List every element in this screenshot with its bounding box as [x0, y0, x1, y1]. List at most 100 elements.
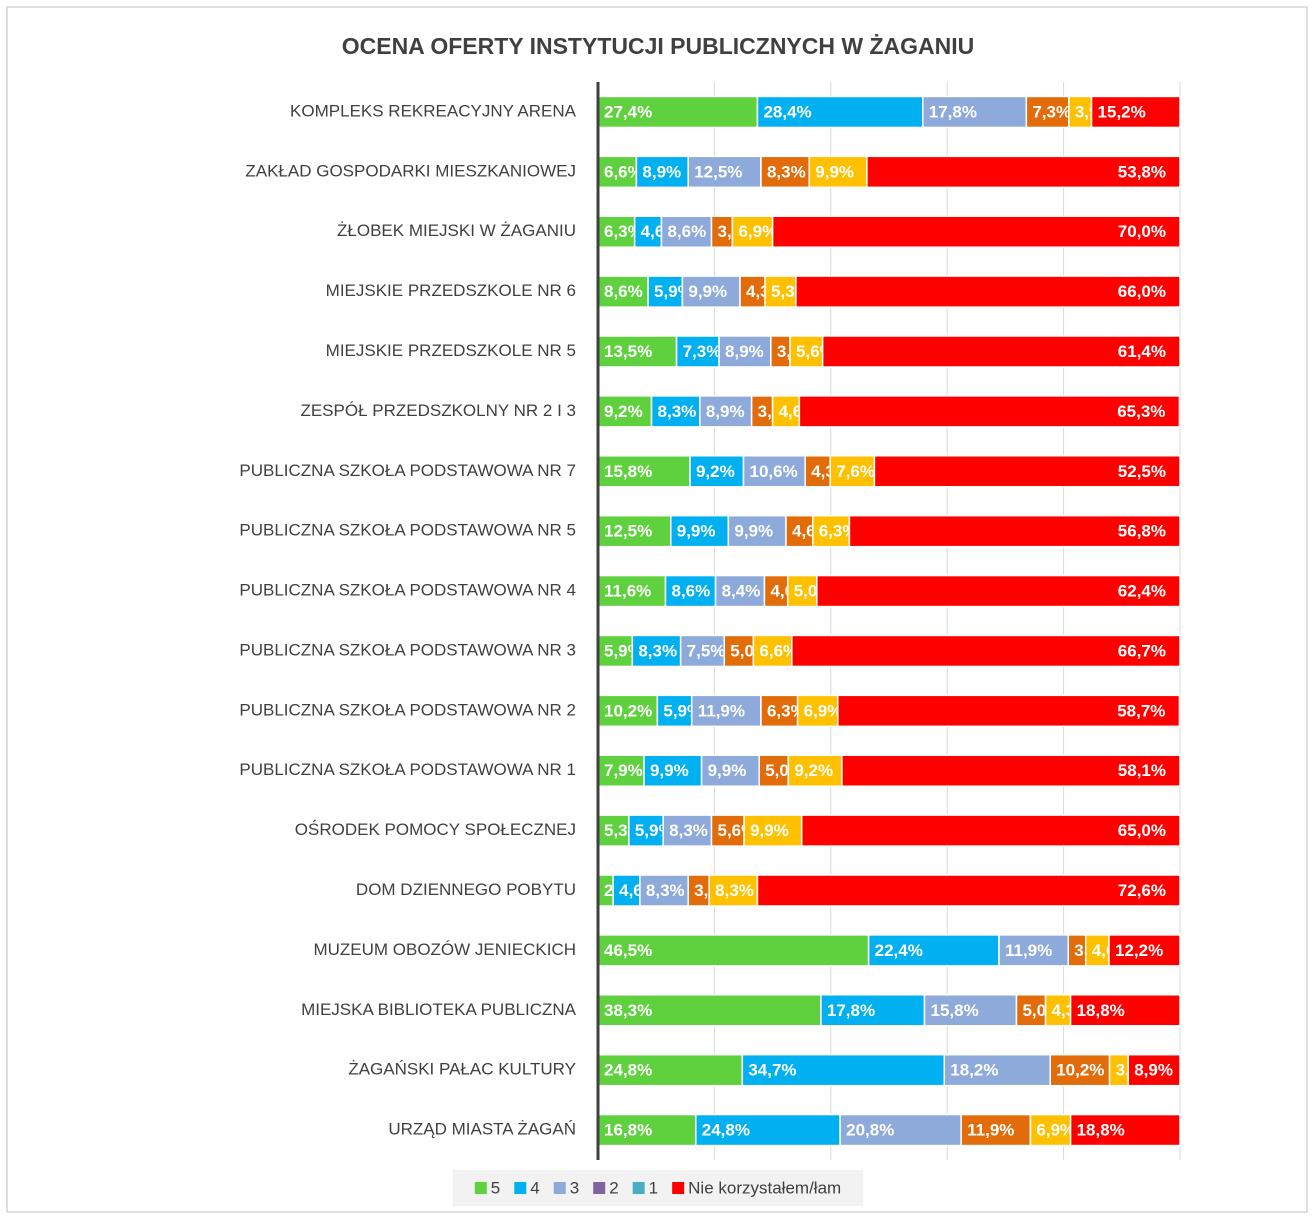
data-label: 3,6% [758, 402, 797, 421]
bar-segment [597, 335, 678, 368]
bar-segment [727, 514, 787, 548]
data-label: 9,9% [815, 162, 854, 181]
data-label: 4,6% [641, 222, 680, 241]
data-label: 61,4% [1118, 342, 1166, 361]
data-label: 4,6% [619, 881, 658, 900]
data-label: 8,9% [1134, 1061, 1173, 1080]
data-label: 3,6% [717, 222, 756, 241]
bar-segment [597, 574, 667, 608]
data-label: 4,6% [792, 522, 831, 541]
legend-swatch [632, 1182, 645, 1194]
data-label: 6,9% [804, 701, 843, 720]
data-label: 5,6% [717, 821, 756, 840]
chart-title: OCENA OFERTY INSTYTUCJI PUBLICZNYCH W ŻA… [342, 33, 975, 59]
data-label: 58,7% [1117, 701, 1165, 720]
y-tick-label: PUBLICZNA SZKOŁA PODSTAWOWA NR 5 [239, 521, 576, 540]
y-tick-label: KOMPLEKS REKREACYJNY ARENA [290, 101, 577, 120]
data-label: 8,6% [672, 582, 711, 601]
bar-segment [756, 874, 1181, 907]
data-label: 5,9% [604, 641, 643, 660]
bar-segment [866, 155, 1181, 189]
data-label: 8,9% [725, 342, 764, 361]
data-label: 53,8% [1118, 162, 1166, 181]
data-label: 8,3% [658, 402, 697, 421]
data-label: 13,5% [604, 342, 652, 361]
bar-segment [1069, 1113, 1181, 1147]
bar-segment [1127, 1053, 1181, 1087]
y-tick-label: ŻAGAŃSKI PAŁAC KULTURY [348, 1060, 576, 1079]
data-label: 3,6% [694, 881, 733, 900]
data-label: 5,9% [635, 821, 674, 840]
bar-segment [960, 1113, 1032, 1147]
bar-segment [714, 574, 766, 608]
data-label: 9,9% [734, 522, 773, 541]
y-tick-label: DOM DZIENNEGO POBYTU [356, 880, 576, 899]
bar-segment [808, 155, 868, 189]
bar-segment [597, 155, 638, 189]
legend-swatch [672, 1182, 685, 1194]
data-label: 3,2% [1116, 1061, 1155, 1080]
bar-segment [660, 215, 713, 248]
legend-label: 1 [649, 1178, 658, 1197]
data-label: 5,6% [796, 342, 835, 361]
bar-segment [771, 215, 1181, 248]
data-label: 65,0% [1118, 821, 1166, 840]
data-label: 18,8% [1077, 1121, 1125, 1140]
bar-segment [1069, 994, 1181, 1027]
data-label: 5,9% [663, 701, 702, 720]
data-label: 10,2% [1056, 1061, 1104, 1080]
bar-segment [787, 754, 843, 787]
data-label: 12,5% [694, 162, 742, 181]
data-label: 7,3% [1032, 102, 1071, 121]
data-label: 6,3% [604, 222, 643, 241]
bar-segment [848, 514, 1181, 548]
bar-segment [743, 814, 803, 847]
data-label: 66,0% [1118, 282, 1166, 301]
bar-segment [812, 514, 851, 548]
data-label: 10,2% [604, 701, 652, 720]
data-label: 9,9% [708, 761, 747, 780]
bar-segment [867, 934, 1000, 967]
data-label: 9,2% [696, 462, 735, 481]
legend-label: 3 [570, 1178, 579, 1197]
bar-segment [681, 275, 741, 308]
data-label: 52,5% [1118, 462, 1166, 481]
bar-segment [800, 814, 1181, 847]
bar-segment [718, 335, 772, 368]
bar-segment [922, 95, 1028, 129]
data-label: 8,4% [722, 582, 761, 601]
bar-segment [764, 275, 797, 308]
data-label: 8,6% [667, 222, 706, 241]
bar-segment [597, 1053, 744, 1087]
legend: 5 4 3 2 1 Nie korzystałem/łam [474, 1178, 841, 1197]
y-tick-label: MIEJSKIE PRZEDSZKOLE NR 5 [326, 341, 576, 360]
bar-segment [796, 694, 839, 728]
bar-segment [1049, 1053, 1111, 1087]
data-label: 5,0% [765, 761, 804, 780]
data-label: 9,9% [677, 522, 716, 541]
data-label: 46,5% [604, 941, 652, 960]
bar-segment [690, 694, 762, 728]
y-tick-label: PUBLICZNA SZKOŁA PODSTAWOWA NR 7 [239, 461, 576, 480]
bar-segment [639, 874, 689, 907]
data-label: 7,5% [687, 641, 726, 660]
data-label: 8,3% [669, 821, 708, 840]
data-label: 8,9% [642, 162, 681, 181]
bar-segment [786, 574, 818, 608]
bar-segment [597, 1113, 697, 1147]
bar-segment [791, 634, 1181, 668]
y-tick-label: URZĄD MIASTA ŻAGAŃ [388, 1120, 576, 1139]
data-label: 6,9% [738, 222, 777, 241]
data-label: 8,3% [646, 881, 685, 900]
data-label: 38,3% [604, 1001, 652, 1020]
data-label: 17,8% [929, 102, 977, 121]
y-tick-label: PUBLICZNA SZKOŁA PODSTAWOWA NR 3 [239, 640, 576, 659]
data-label: 24,8% [604, 1061, 652, 1080]
data-label: 5,3% [604, 821, 643, 840]
bar-segment [631, 634, 682, 668]
bar-segment [795, 275, 1181, 308]
bar-segment [597, 934, 870, 967]
y-tick-label: PUBLICZNA SZKOŁA PODSTAWOWA NR 4 [239, 581, 576, 600]
y-tick-label: OŚRODEK POMOCY SPOŁECZNEJ [295, 820, 576, 839]
